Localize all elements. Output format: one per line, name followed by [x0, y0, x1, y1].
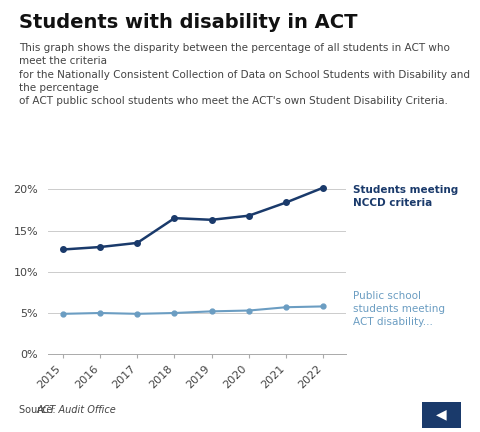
Text: Students meeting
NCCD criteria: Students meeting NCCD criteria — [353, 185, 458, 208]
Text: Public school
students meeting
ACT disability...: Public school students meeting ACT disab… — [353, 291, 445, 327]
Text: Students with disability in ACT: Students with disability in ACT — [19, 13, 358, 32]
Text: ◀: ◀ — [436, 408, 447, 422]
Text: ACT Audit Office: ACT Audit Office — [37, 405, 117, 415]
Text: This graph shows the disparity between the percentage of all students in ACT who: This graph shows the disparity between t… — [19, 43, 470, 106]
Text: Source:: Source: — [19, 405, 59, 415]
